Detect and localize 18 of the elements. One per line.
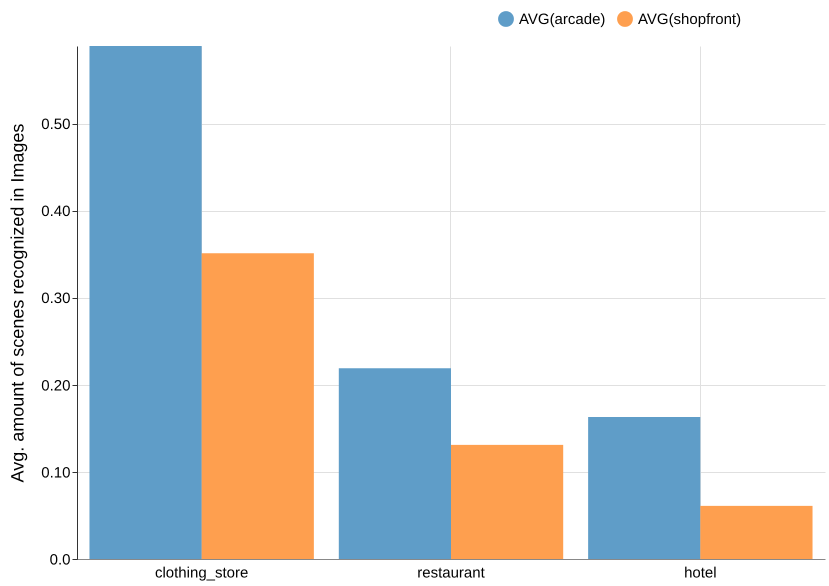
bar: [338, 368, 451, 559]
x-tick-label: hotel: [684, 564, 717, 582]
bar: [588, 417, 700, 559]
y-tick-label: 0.20: [41, 377, 70, 394]
legend-label: AVG(shopfront): [638, 11, 742, 28]
y-tick-label: 0.40: [41, 203, 70, 220]
bar: [451, 444, 564, 559]
y-tick-label: 0.50: [41, 116, 70, 134]
legend-label: AVG(arcade): [519, 11, 606, 28]
y-tick-label: 0.10: [41, 464, 70, 482]
bar: [202, 253, 314, 559]
y-axis-title: Avg. amount of scenes recognized in Images: [7, 124, 28, 482]
bar: [89, 46, 202, 559]
x-tick-label: restaurant: [417, 564, 486, 582]
y-tick-label: 0.30: [41, 290, 70, 308]
y-tick-label: 0.0: [50, 552, 70, 568]
x-tick-label: clothing_store: [154, 564, 248, 582]
bar: [700, 506, 813, 559]
